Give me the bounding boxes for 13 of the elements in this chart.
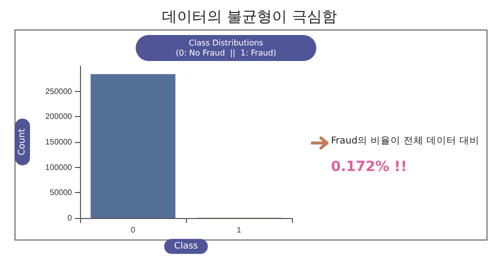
x-axis-title: Class [174,241,198,252]
y-tick-label: 250000 [45,86,73,96]
text: 0.172% !! [331,159,407,175]
text: Fraud의 비율이 전체 데이터 대비 [331,136,480,146]
y-tick-label: 50000 [50,188,73,198]
chart-subtitle: Class Distributions (0: No Fraud || 1: Fraud) [176,38,276,58]
y-tick-label: 200000 [45,112,73,122]
y-tick-label: 100000 [45,162,73,172]
chart-title: 데이터의 불균형이 극심함 [162,8,337,26]
y-tick-label: 0 [68,214,73,222]
y-axis-title: Count [18,128,28,156]
x-tick-label: 1 [236,226,242,234]
y-tick-label: 150000 [45,138,73,146]
